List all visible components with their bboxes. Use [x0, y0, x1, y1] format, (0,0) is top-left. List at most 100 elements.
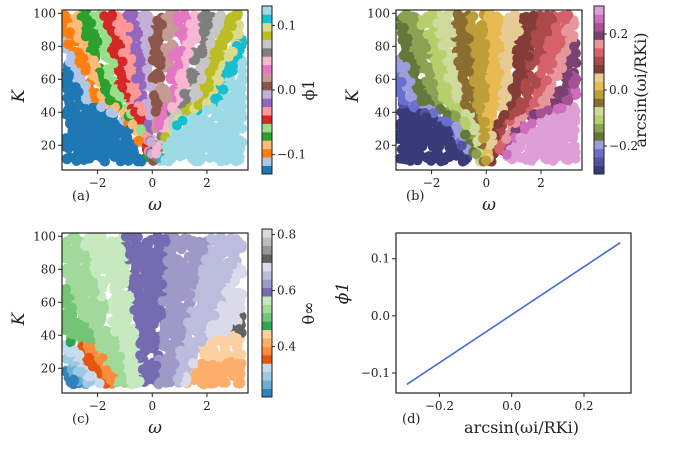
- scatter-point: [214, 352, 225, 363]
- x-tick-label: 0: [148, 399, 156, 413]
- scatter-point: [545, 85, 555, 96]
- scatter-point: [214, 20, 224, 30]
- colorbar-segment: [594, 157, 604, 166]
- scatter-point: [72, 274, 82, 285]
- scatter-point: [94, 303, 105, 314]
- colorbar-segment: [262, 338, 272, 347]
- scatter-point: [213, 75, 224, 86]
- y-tick-label: 60: [375, 72, 390, 86]
- scatter-point: [69, 318, 80, 329]
- scatter-point: [541, 146, 552, 157]
- scatter-point: [130, 263, 141, 273]
- scatter-point: [237, 58, 248, 69]
- scatter-point: [226, 236, 237, 247]
- scatter-point: [157, 19, 167, 30]
- scatter-point: [234, 135, 244, 146]
- scatter-point: [215, 51, 226, 61]
- scatter-point: [143, 261, 154, 272]
- scatter-point: [188, 358, 198, 369]
- scatter-point: [511, 150, 522, 161]
- scatter-point: [114, 361, 125, 372]
- scatter-point: [114, 376, 125, 387]
- scatter-point: [183, 122, 193, 133]
- y-axis-label: K: [9, 311, 29, 326]
- x-tick-label: 2: [537, 176, 545, 190]
- x-tick-label: 2: [203, 176, 211, 190]
- colorbar: 0.40.60.8θ∞: [261, 228, 318, 398]
- scatter-point: [188, 55, 199, 66]
- scatter-point: [475, 66, 486, 77]
- scatter-point: [201, 284, 212, 295]
- scatter-point: [189, 69, 199, 80]
- scatter-point: [552, 104, 563, 114]
- scatter-point: [77, 287, 88, 298]
- scatter-point: [135, 124, 146, 135]
- scatter-point: [62, 10, 71, 21]
- scatter-point: [187, 274, 198, 284]
- scatter-point: [166, 153, 177, 164]
- scatter-point: [140, 41, 151, 51]
- scatter-point: [73, 33, 84, 43]
- scatter-point: [571, 58, 582, 68]
- scatter-point: [455, 26, 466, 37]
- plot-frame: [61, 232, 249, 394]
- scatter-point: [130, 284, 141, 294]
- scatter-point: [151, 148, 162, 159]
- scatter-point: [553, 130, 564, 141]
- scatter-point: [186, 150, 197, 161]
- scatter-point: [74, 151, 85, 162]
- scatter-point: [484, 73, 495, 84]
- colorbar-tick-label: 0.2: [609, 27, 628, 41]
- scatter-point: [65, 118, 76, 129]
- scatter-point: [550, 22, 561, 33]
- y-tick-label: 40: [41, 105, 56, 119]
- x-axis-label: arcsin(ωi/RKi): [464, 418, 579, 437]
- scatter-point: [437, 92, 448, 103]
- panel-label: (c): [72, 412, 89, 427]
- colorbar-segment: [262, 132, 272, 141]
- colorbar-segment: [594, 56, 604, 66]
- scatter-point: [550, 32, 561, 43]
- scatter-point: [542, 41, 553, 52]
- colorbar-segment: [594, 132, 604, 141]
- colorbar-segment: [262, 262, 272, 272]
- scatter-point: [179, 142, 189, 153]
- scatter-point: [72, 130, 83, 141]
- scatter-point: [435, 80, 446, 91]
- scatter-point: [158, 341, 169, 352]
- scatter-point: [484, 140, 495, 150]
- scatter-point: [232, 10, 243, 19]
- scatter-point: [450, 111, 461, 122]
- scatter-point: [235, 363, 246, 374]
- scatter-point: [140, 239, 151, 250]
- y-tick-label: 20: [41, 361, 56, 375]
- scatter-point: [105, 107, 116, 118]
- scatter-point: [129, 234, 140, 245]
- colorbar-segment: [262, 48, 272, 57]
- scatter-point: [99, 249, 110, 260]
- x-tick-label: −2: [89, 176, 107, 190]
- scatter-point: [162, 255, 173, 266]
- scatter-point: [470, 40, 481, 51]
- scatter-point: [222, 246, 233, 257]
- scatter-point: [137, 304, 147, 315]
- scatter-point: [68, 374, 79, 385]
- scatter-point: [197, 47, 208, 58]
- scatter-point: [556, 54, 567, 65]
- x-tick-label: 0: [482, 176, 490, 190]
- colorbar-segment: [594, 73, 604, 82]
- scatter-point: [193, 335, 204, 346]
- y-tick-label: 100: [367, 6, 390, 20]
- scatter-point: [196, 242, 207, 253]
- colorbar-segment: [594, 64, 604, 74]
- x-axis-label: ω: [148, 195, 162, 215]
- colorbar-frame: [261, 228, 273, 398]
- scatter-point: [64, 98, 75, 109]
- scatter-point: [189, 316, 199, 327]
- scatter-point: [206, 130, 217, 141]
- scatter-point: [507, 83, 518, 94]
- scatter-point: [79, 296, 90, 307]
- scatter-point: [187, 258, 198, 268]
- scatter-point: [80, 240, 90, 251]
- panel-label: (d): [402, 412, 420, 427]
